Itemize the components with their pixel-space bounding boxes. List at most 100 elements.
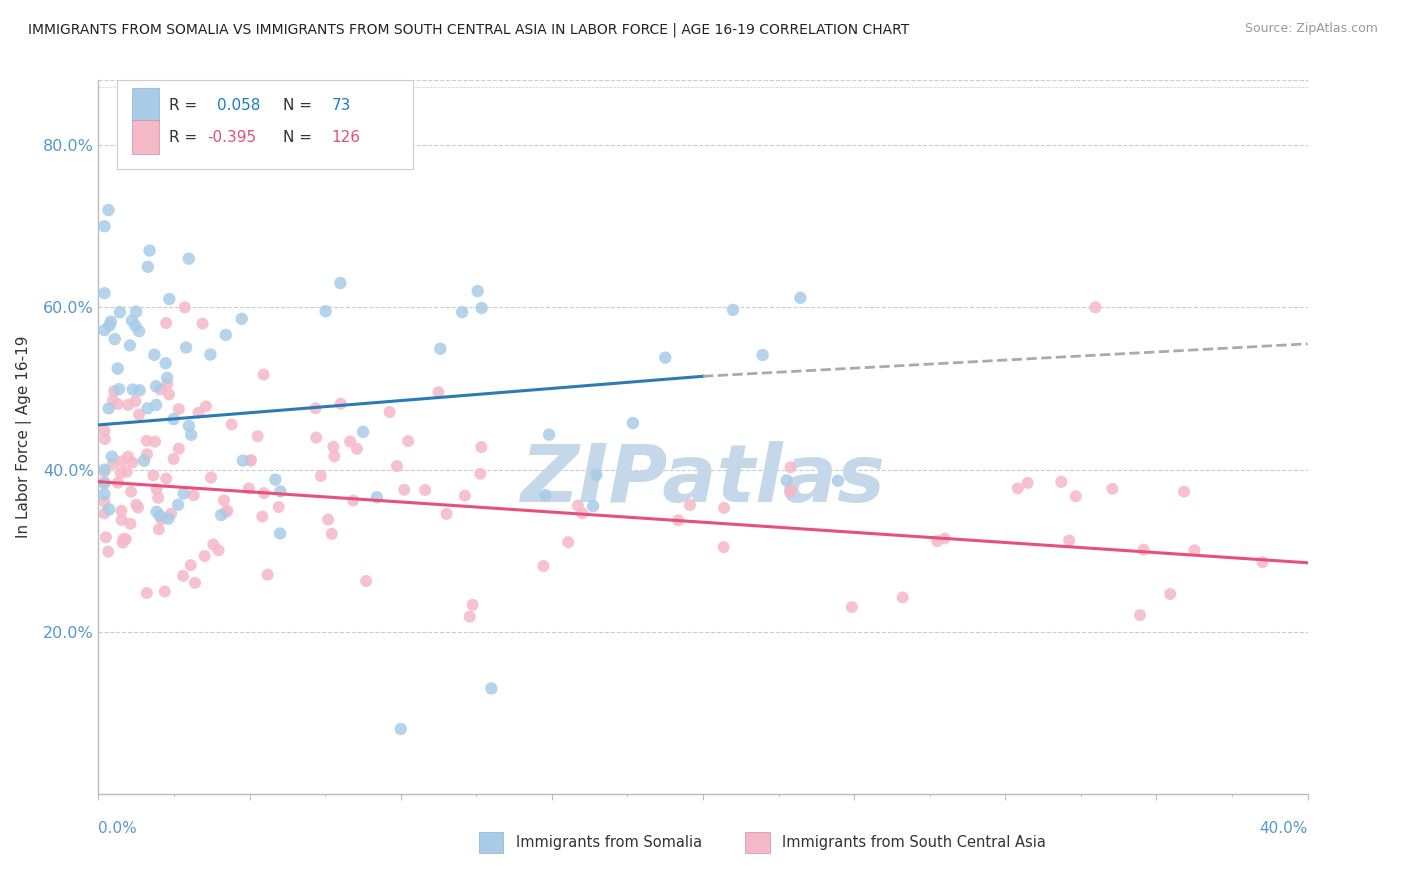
FancyBboxPatch shape [117,80,413,169]
Point [121,313,143,327]
Point [124,394,146,409]
Text: Immigrants from Somalia: Immigrants from Somalia [516,835,702,850]
Point [713,500,735,515]
Point [751,348,773,362]
Point [121,383,143,397]
Point [148,522,170,536]
Point [94,530,117,544]
Point [413,483,436,497]
Point [841,600,863,615]
Point [135,434,157,448]
Point [389,722,412,736]
Point [232,453,254,467]
Point [212,493,235,508]
Point [94,432,117,446]
Point [93,465,115,479]
Text: Immigrants from South Central Asia: Immigrants from South Central Asia [782,835,1046,850]
Point [143,348,166,362]
Point [534,488,557,502]
Point [145,398,167,412]
Point [167,498,190,512]
Point [145,379,167,393]
Point [145,482,167,496]
Point [111,513,134,527]
Point [177,252,200,266]
Point [461,598,484,612]
Point [246,429,269,443]
Point [97,401,120,416]
Text: 0.058: 0.058 [217,98,260,112]
Point [252,509,274,524]
Point [157,511,180,525]
Point [120,516,142,531]
Text: 73: 73 [332,98,352,112]
Point [127,500,149,515]
Point [104,332,127,346]
Point [238,482,260,496]
Point [305,431,328,445]
Point [107,397,129,411]
Point [132,453,155,467]
Point [323,450,346,464]
Point [191,317,214,331]
Point [215,505,238,519]
Point [427,385,450,400]
Point [267,500,290,514]
Point [1184,543,1206,558]
Bar [132,120,159,154]
Text: R =: R = [169,98,201,112]
Point [97,202,120,217]
Point [93,219,115,234]
Point [194,399,217,413]
Point [120,484,142,499]
Point [467,284,489,298]
Text: 40.0%: 40.0% [1260,821,1308,836]
Point [128,324,150,338]
Point [253,486,276,500]
Text: Source: ZipAtlas.com: Source: ZipAtlas.com [1244,22,1378,36]
Point [155,472,177,486]
Point [111,535,134,549]
Point [162,412,184,426]
Point [454,489,477,503]
Point [93,475,115,490]
Point [1017,475,1039,490]
Point [316,512,339,526]
Point [114,533,136,547]
Point [107,475,129,490]
Point [173,486,195,500]
Point [342,493,364,508]
Point [135,586,157,600]
Bar [132,88,159,122]
Point [779,484,801,499]
Point [149,508,172,523]
Point [98,502,121,516]
Point [679,498,702,512]
Point [157,387,180,401]
Point [378,405,401,419]
Point [156,371,179,385]
Point [167,402,190,417]
Point [128,408,150,422]
Point [110,504,132,518]
Point [93,506,115,520]
Point [200,470,222,484]
Text: -0.395: -0.395 [207,130,256,145]
Point [256,567,278,582]
Point [269,484,291,499]
Point [1007,481,1029,495]
Point [394,483,416,497]
Point [209,508,232,522]
Point [146,491,169,505]
Point [354,574,377,588]
Point [1064,489,1087,503]
Point [117,450,139,464]
Point [183,488,205,502]
Point [1251,555,1274,569]
Point [128,384,150,398]
Point [162,105,184,120]
Point [538,427,561,442]
Point [93,476,115,491]
Point [321,526,343,541]
Point [101,393,124,408]
